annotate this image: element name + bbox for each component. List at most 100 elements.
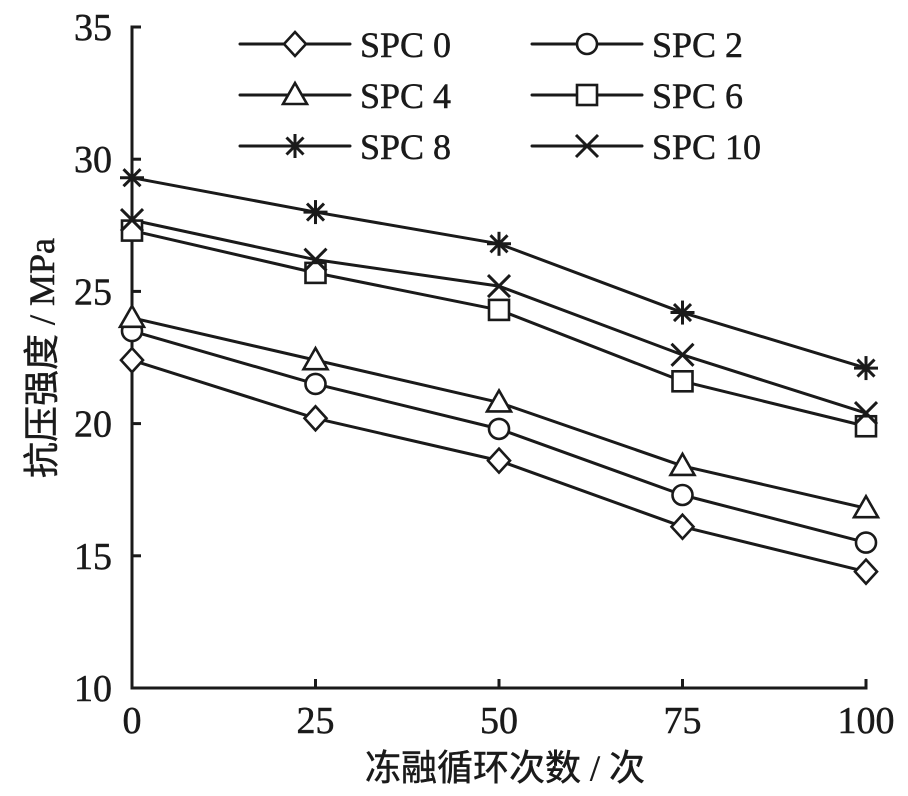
y-tick-label: 15 xyxy=(74,536,112,578)
triangle-shape xyxy=(851,493,881,519)
data-point-spc-10-x100 xyxy=(853,400,879,426)
square-shape xyxy=(575,83,599,107)
data-point-spc-10-x25 xyxy=(303,247,328,272)
y-tick-label: 10 xyxy=(74,668,112,710)
data-point-spc-8-x0 xyxy=(120,165,144,190)
x-axis-title: 冻融循环次数 / 次 xyxy=(365,748,645,788)
data-point-spc-10-x50 xyxy=(486,274,512,299)
data-point-spc-4-x100 xyxy=(851,493,881,519)
x-tick-label: 75 xyxy=(664,700,702,742)
data-point-spc-0-x100 xyxy=(853,557,879,586)
data-point-spc-2-x25 xyxy=(304,372,327,396)
asterisk-stroke xyxy=(489,234,509,254)
data-point-spc-8-x25 xyxy=(303,200,328,225)
data-point-spc-4-x75 xyxy=(668,451,697,477)
diamond-shape xyxy=(669,512,696,541)
diamond-shape xyxy=(853,557,879,586)
triangle-icon xyxy=(280,80,310,106)
asterisk-stroke xyxy=(856,358,876,378)
data-point-spc-6-x50 xyxy=(487,298,511,322)
square-shape xyxy=(304,261,327,285)
square-shape xyxy=(120,219,144,242)
asterisk-stroke xyxy=(672,302,693,323)
y-tick-label: 20 xyxy=(74,404,112,446)
y-tick-label: 30 xyxy=(74,139,112,181)
triangle-shape xyxy=(280,80,310,106)
legend-label: SPC 2 xyxy=(652,25,743,65)
legend-item-spc-6: SPC 6 xyxy=(530,76,743,116)
y-tick-label: 35 xyxy=(74,7,112,49)
diamond-shape xyxy=(119,346,145,375)
circle-shape xyxy=(575,32,599,56)
x-cross-icon xyxy=(574,133,600,159)
diamond-icon xyxy=(282,30,308,58)
square-shape xyxy=(487,298,511,322)
square-icon xyxy=(575,83,599,107)
data-point-spc-4-x0 xyxy=(117,303,147,329)
data-point-spc-6-x75 xyxy=(671,369,694,393)
circle-shape xyxy=(487,417,511,441)
square-shape xyxy=(854,414,878,438)
x-tick-label: 25 xyxy=(297,700,335,742)
legend-item-spc-0: SPC 0 xyxy=(238,25,451,65)
legend-item-spc-8: SPC 8 xyxy=(238,127,451,167)
data-point-spc-8-x100 xyxy=(854,356,878,381)
ticks-group: 10 15 20 25 30 35 0 25 50 75 100 xyxy=(74,7,895,743)
data-point-spc-2-x100 xyxy=(854,531,878,554)
circle-shape xyxy=(854,531,878,554)
x-cross-stroke xyxy=(853,400,879,426)
triangle-shape xyxy=(117,303,147,329)
legend-label: SPC 10 xyxy=(652,127,761,167)
x-tick-label: 0 xyxy=(123,700,142,742)
diamond-shape xyxy=(282,30,308,58)
data-point-spc-0-x50 xyxy=(486,446,512,475)
asterisk-stroke xyxy=(122,168,142,188)
square-shape xyxy=(671,369,694,393)
legend-label: SPC 0 xyxy=(360,25,451,65)
data-point-spc-10-x75 xyxy=(670,342,695,367)
x-cross-stroke xyxy=(303,247,328,272)
legend-label: SPC 8 xyxy=(360,127,451,167)
legend-item-spc-4: SPC 4 xyxy=(238,76,451,116)
data-point-spc-2-x75 xyxy=(671,483,694,507)
circle-shape xyxy=(671,483,694,507)
legend-item-spc-2: SPC 2 xyxy=(530,25,743,65)
y-axis-title: 抗压强度 / MPa xyxy=(22,238,62,478)
data-point-spc-0-x75 xyxy=(669,512,696,541)
legend-item-spc-10: SPC 10 xyxy=(530,127,761,167)
x-cross-stroke xyxy=(119,207,145,233)
diamond-shape xyxy=(486,446,512,475)
x-cross-stroke xyxy=(670,342,695,367)
triangle-shape xyxy=(301,345,330,371)
circle-shape xyxy=(304,372,327,396)
x-tick-label: 50 xyxy=(480,700,518,742)
x-tick-label: 100 xyxy=(838,700,895,742)
data-point-spc-4-x50 xyxy=(484,387,514,413)
data-point-spc-0-x25 xyxy=(302,404,329,433)
asterisk-stroke xyxy=(285,136,305,156)
data-point-spc-6-x100 xyxy=(854,414,878,438)
data-point-spc-2-x50 xyxy=(487,417,511,441)
data-point-spc-10-x0 xyxy=(119,207,145,233)
data-point-spc-8-x75 xyxy=(670,300,695,325)
data-point-spc-6-x25 xyxy=(304,261,327,285)
data-point-spc-0-x0 xyxy=(119,346,145,375)
y-tick-label: 25 xyxy=(74,271,112,313)
triangle-shape xyxy=(484,387,514,413)
legend-label: SPC 6 xyxy=(652,76,743,116)
circle-icon xyxy=(575,32,599,56)
triangle-shape xyxy=(668,451,697,477)
data-point-spc-8-x50 xyxy=(487,231,511,256)
x-cross-stroke xyxy=(574,133,600,159)
legend: SPC 0 SPC 2 SPC 4 SPC 6 SPC 8 SPC 10 xyxy=(238,25,761,167)
diamond-shape xyxy=(302,404,329,433)
asterisk-icon xyxy=(283,134,307,158)
legend-label: SPC 4 xyxy=(360,76,451,116)
x-cross-stroke xyxy=(486,274,512,299)
data-point-spc-6-x0 xyxy=(120,219,144,242)
data-point-spc-4-x25 xyxy=(301,345,330,371)
data-points-group xyxy=(117,165,881,586)
asterisk-stroke xyxy=(305,202,326,222)
